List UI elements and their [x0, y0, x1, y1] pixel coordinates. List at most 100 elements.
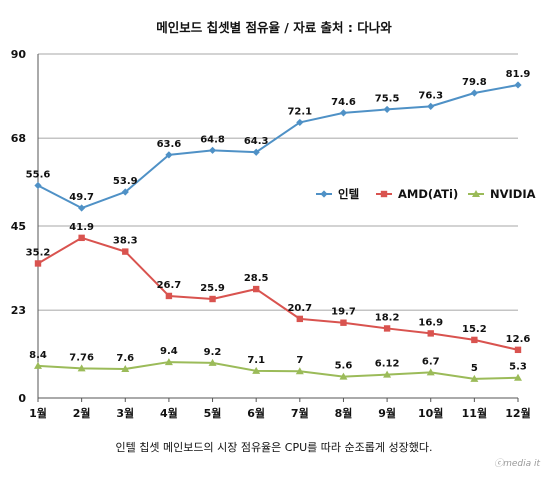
data-label: 7.1: [247, 355, 265, 366]
data-point: [514, 346, 522, 354]
x-tick-label: 10월: [418, 406, 443, 420]
legend-label: NVIDIA: [490, 187, 536, 201]
x-tick-label: 6월: [247, 406, 265, 420]
data-point: [339, 372, 348, 380]
data-point: [427, 330, 434, 337]
data-label: 7.76: [69, 352, 94, 363]
data-point: [252, 366, 261, 374]
data-point: [426, 368, 435, 376]
data-label: 25.9: [200, 283, 225, 294]
data-label: 74.6: [331, 97, 356, 108]
legend-label: AMD(ATi): [398, 187, 458, 201]
data-label: 81.9: [506, 69, 531, 80]
data-point: [209, 295, 216, 303]
data-point: [252, 148, 260, 156]
data-point: [296, 118, 304, 127]
data-point: [383, 370, 392, 378]
series-AMD(ATi): 35.2 41.9 38.3 26.7 25.9 28.5 20.7 19.7 18.2 16.9…: [26, 222, 530, 354]
x-tick-label: 4월: [160, 406, 178, 420]
series-인텔: 55.6 49.7 53.9 63.6 64.8 64.3 72.1 74.6 75.5 76.3…: [26, 69, 531, 212]
data-label: 28.5: [244, 273, 269, 284]
legend-label: 인텔: [338, 187, 359, 201]
data-label: 35.2: [26, 247, 51, 258]
series-line: [37, 83, 519, 210]
data-point: [34, 361, 42, 369]
x-tick-label: 12월: [505, 406, 530, 420]
x-tick-label: 3월: [116, 406, 134, 420]
axis-ticks: 0 23 45 68 90 1월 2월 3월 4월 5월 6월 7월 8월 9월 10월 11월 12월: [11, 48, 531, 420]
data-label: 5: [471, 363, 478, 374]
data-label: 72.1: [287, 106, 312, 117]
legend-marker: [472, 190, 480, 197]
data-label: 55.6: [26, 169, 51, 180]
data-point: [339, 109, 348, 117]
y-tick-label: 68: [11, 132, 26, 145]
data-label: 18.2: [375, 312, 400, 323]
data-point: [34, 260, 42, 267]
data-label: 19.7: [331, 307, 356, 318]
data-point: [252, 285, 260, 293]
legend-marker: [380, 190, 388, 198]
legend-marker: [320, 190, 328, 198]
data-point: [340, 319, 347, 326]
x-tick-label: 8월: [335, 406, 353, 420]
y-tick-label: 0: [18, 392, 26, 405]
legend-item: NVIDIA: [468, 187, 536, 201]
axes: [37, 54, 519, 402]
x-tick-label: 7월: [291, 406, 309, 420]
data-label: 20.7: [287, 303, 312, 314]
grid-lines: [38, 53, 518, 311]
data-label: 8.4: [29, 350, 47, 361]
data-point: [165, 151, 173, 159]
data-point: [121, 364, 130, 372]
data-label: 79.8: [462, 77, 487, 88]
legend: 인텔 AMD(ATi) NVIDIA: [316, 187, 536, 201]
data-point: [295, 367, 304, 375]
data-point: [78, 204, 86, 212]
data-point: [208, 146, 217, 154]
data-point: [383, 325, 391, 332]
data-point: [514, 373, 522, 381]
series-line: [37, 361, 519, 380]
data-point: [164, 358, 173, 366]
y-tick-label: 90: [11, 48, 27, 61]
data-point: [471, 336, 478, 344]
data-label: 7.6: [116, 353, 134, 364]
data-label: 41.9: [69, 222, 94, 233]
x-tick-label: 1월: [29, 406, 47, 420]
data-point: [77, 364, 86, 372]
data-label: 64.3: [244, 136, 269, 147]
legend-item: 인텔: [316, 187, 359, 201]
y-tick-label: 23: [11, 304, 26, 317]
data-label: 9.4: [160, 346, 178, 357]
x-tick-label: 2월: [73, 406, 91, 420]
data-label: 6.7: [422, 356, 440, 367]
data-point: [383, 105, 391, 114]
data-point: [296, 315, 304, 323]
data-label: 6.12: [375, 359, 400, 370]
chart-caption: 인텔 칩셋 메인보드의 시장 점유율은 CPU를 따라 순조롭게 성장했다.: [116, 441, 433, 454]
series-layer: 55.649.753.963.6 64.8 64.372.174.6 75.5 76.3…: [26, 69, 531, 382]
chart-title: 메인보드 칩셋별 점유율 / 자료 출처 : 다나와: [156, 20, 392, 35]
data-point: [470, 374, 479, 382]
data-point: [165, 292, 173, 300]
data-point: [122, 248, 129, 255]
data-label: 49.7: [69, 192, 94, 203]
data-label: 63.6: [157, 139, 182, 150]
data-point: [34, 181, 42, 190]
data-point: [121, 188, 129, 196]
data-label: 53.9: [113, 176, 138, 187]
data-label: 26.7: [157, 280, 182, 291]
x-tick-label: 5월: [204, 406, 222, 420]
data-label: 5.3: [509, 362, 527, 373]
data-label: 5.6: [335, 361, 353, 372]
legend-item: AMD(ATi): [376, 187, 458, 201]
y-tick-label: 45: [11, 220, 26, 233]
watermark: ⓒmedia it: [494, 458, 540, 469]
data-point: [208, 358, 217, 366]
data-label: 15.2: [462, 324, 487, 335]
x-tick-label: 11월: [462, 406, 487, 420]
data-label: 38.3: [113, 236, 138, 247]
